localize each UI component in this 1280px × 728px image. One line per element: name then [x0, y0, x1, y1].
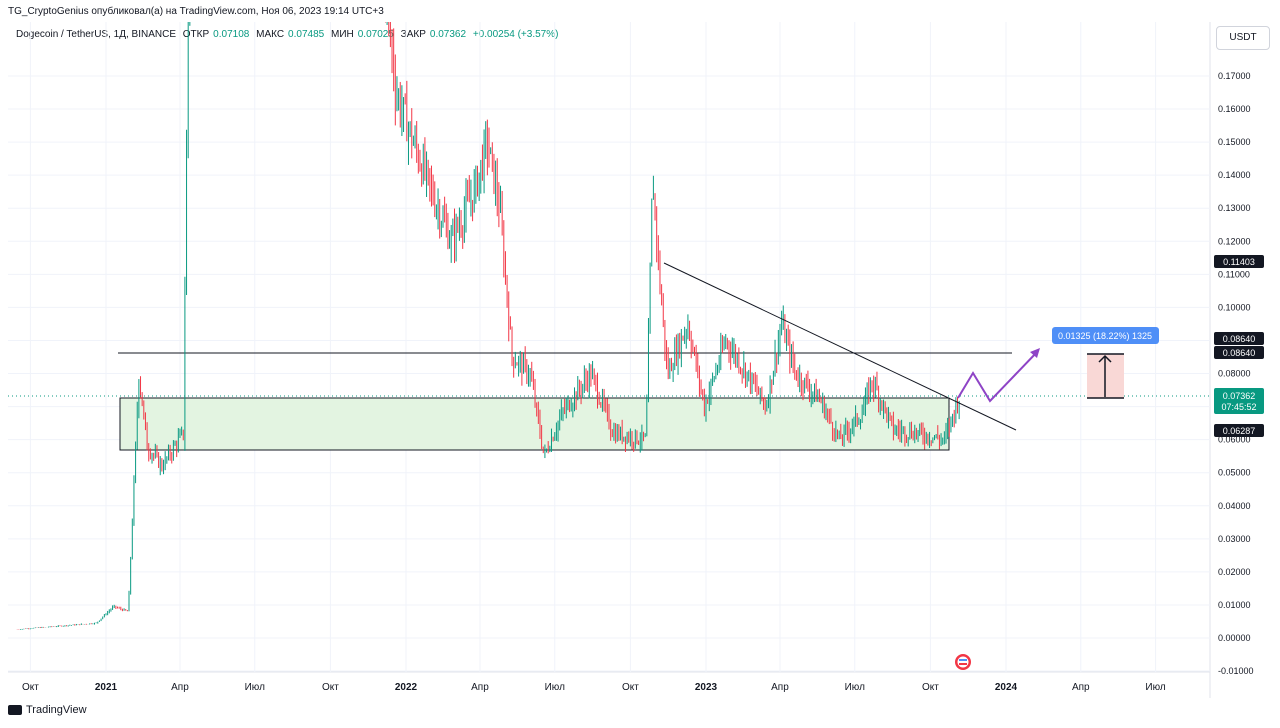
- x-tick-label: 2021: [95, 682, 118, 693]
- descending-trendline[interactable]: [663, 262, 1017, 431]
- currency-button[interactable]: USDT: [1216, 26, 1270, 50]
- y-tick-label: 0.01000: [1218, 600, 1251, 610]
- x-tick-label: Окт: [22, 682, 39, 693]
- symbol-name[interactable]: Dogecoin / TetherUS, 1Д, BINANCE: [16, 29, 176, 40]
- grid: [8, 22, 1210, 672]
- y-tick-label: 0.11000: [1218, 269, 1250, 279]
- y-tick-label: 0.12000: [1218, 236, 1251, 246]
- x-tick-label: Июл: [1145, 682, 1165, 693]
- y-tick-label: -0.01000: [1218, 666, 1254, 676]
- candles: [16, 22, 960, 630]
- footer-brand: TradingView: [8, 704, 87, 716]
- close-label: ЗАКР: [400, 29, 426, 40]
- support-price-tag: 0.06287: [1214, 424, 1264, 437]
- y-tick-label: 0.00000: [1218, 633, 1251, 643]
- price-axis[interactable]: 0.17000 0.16000 0.15000 0.14000 0.13000 0.120…: [1218, 71, 1254, 676]
- y-tick-label: 0.05000: [1218, 468, 1251, 478]
- x-tick-label: 2024: [995, 682, 1018, 693]
- y-tick-label: 0.06000: [1218, 435, 1251, 445]
- trendline-price-tag: 0.11403: [1214, 255, 1264, 268]
- tradingview-logo-icon: [8, 705, 22, 715]
- measure-label-text: 0.01325 (18.22%) 1325: [1058, 331, 1152, 341]
- y-tick-label: 0.13000: [1218, 203, 1251, 213]
- svg-text:0.11403: 0.11403: [1223, 257, 1255, 267]
- last-price-tag: 0.07362 07:45:52: [1214, 388, 1264, 414]
- y-tick-label: 0.15000: [1218, 137, 1251, 147]
- x-tick-label: Окт: [322, 682, 339, 693]
- y-tick-label: 0.16000: [1218, 104, 1251, 114]
- high-value: 0.07485: [288, 29, 325, 40]
- symbol-legend: Dogecoin / TetherUS, 1Д, BINANCE ОТКР 0.0…: [16, 29, 562, 40]
- y-tick-label: 0.02000: [1218, 567, 1251, 577]
- x-tick-label: Окт: [922, 682, 939, 693]
- low-value: 0.07025: [357, 29, 394, 40]
- svg-text:0.07362: 0.07362: [1223, 391, 1256, 401]
- time-axis[interactable]: Окт 2021 Апр Июл Окт 2022 Апр Июл Окт 2023 Апр Июл О…: [22, 682, 1166, 693]
- x-tick-label: Июл: [545, 682, 565, 693]
- svg-text:0.06287: 0.06287: [1223, 426, 1256, 436]
- measure-arrow-head: [1098, 354, 1112, 363]
- open-value: 0.07108: [213, 29, 250, 40]
- open-label: ОТКР: [182, 29, 210, 40]
- y-tick-label: 0.14000: [1218, 170, 1251, 180]
- svg-text:0.08640: 0.08640: [1223, 334, 1256, 344]
- close-value: 0.07362: [429, 29, 467, 40]
- publish-info: TG_CryptoGenius опубликовал(а) на Tradin…: [8, 6, 384, 17]
- x-tick-label: Окт: [622, 682, 639, 693]
- high-label: МАКС: [256, 29, 285, 40]
- x-tick-label: Апр: [771, 682, 789, 693]
- y-tick-label: 0.08000: [1218, 369, 1251, 379]
- resistance-price-tag: 0.08640 0.08640: [1214, 332, 1264, 359]
- x-tick-label: Июл: [845, 682, 865, 693]
- svg-text:07:45:52: 07:45:52: [1221, 402, 1256, 412]
- x-tick-label: 2022: [395, 682, 418, 693]
- x-tick-label: Апр: [1072, 682, 1090, 693]
- x-tick-label: Апр: [171, 682, 189, 693]
- projection-arrow[interactable]: [957, 350, 1039, 403]
- change-value: +0.00254 (+3.57%): [472, 29, 559, 40]
- y-tick-label: 0.17000: [1218, 71, 1251, 81]
- y-tick-label: 0.10000: [1218, 302, 1251, 312]
- x-tick-label: Июл: [245, 682, 265, 693]
- svg-text:0.08640: 0.08640: [1223, 348, 1256, 358]
- measure-label[interactable]: 0.01325 (18.22%) 1325: [1052, 327, 1159, 344]
- x-tick-label: Апр: [471, 682, 489, 693]
- y-tick-label: 0.04000: [1218, 501, 1251, 511]
- x-tick-label: 2023: [695, 682, 718, 693]
- projection-arrowhead: [1030, 348, 1040, 358]
- y-tick-label: 0.03000: [1218, 534, 1251, 544]
- footer-brand-text: TradingView: [26, 704, 87, 716]
- low-label: МИН: [330, 29, 354, 40]
- event-flag-icon[interactable]: [955, 654, 971, 670]
